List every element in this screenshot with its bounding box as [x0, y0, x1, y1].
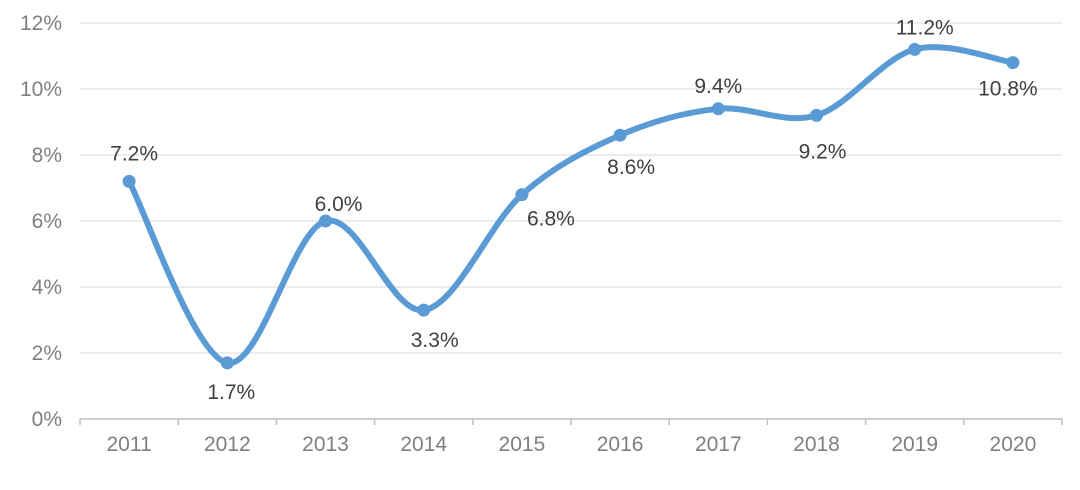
x-axis-label: 2011 [107, 433, 152, 456]
y-axis-label: 2% [32, 342, 62, 365]
y-axis-label: 10% [20, 78, 62, 101]
data-point-label: 6.0% [315, 193, 363, 216]
y-axis-label: 6% [32, 210, 62, 233]
data-point-marker [810, 108, 823, 122]
data-point-marker [122, 174, 136, 188]
data-point-label: 7.2% [110, 142, 158, 165]
x-axis-label: 2014 [400, 433, 447, 456]
x-axis-label: 2017 [695, 433, 742, 456]
x-axis-label: 2013 [302, 433, 349, 456]
data-point-label: 8.6% [607, 156, 655, 179]
data-point-marker [515, 188, 529, 202]
data-point-marker [220, 356, 234, 370]
y-axis-label: 12% [20, 12, 62, 35]
data-point-label: 1.7% [207, 381, 255, 404]
data-point-marker [1006, 56, 1020, 70]
data-point-marker [613, 128, 627, 142]
data-point-marker [908, 42, 922, 56]
y-axis-label: 4% [32, 276, 62, 299]
x-axis-label: 2012 [204, 433, 251, 456]
x-axis-label: 2018 [793, 433, 840, 456]
x-axis-label: 2015 [499, 433, 546, 456]
data-point-label: 9.4% [694, 75, 742, 98]
data-point-label: 11.2% [896, 16, 954, 39]
y-axis-label: 0% [32, 408, 62, 431]
data-point-marker [711, 102, 725, 116]
data-point-label: 10.8% [978, 78, 1038, 101]
data-point-marker [319, 214, 332, 228]
x-axis-label: 2020 [990, 433, 1037, 456]
x-axis-label: 2019 [891, 433, 938, 456]
data-point-label: 9.2% [799, 140, 847, 163]
x-axis-label: 2016 [597, 433, 644, 456]
y-axis-label: 8% [32, 144, 62, 167]
data-point-label: 6.8% [527, 208, 575, 231]
data-point-label: 3.3% [411, 329, 459, 352]
data-point-marker [417, 303, 431, 317]
